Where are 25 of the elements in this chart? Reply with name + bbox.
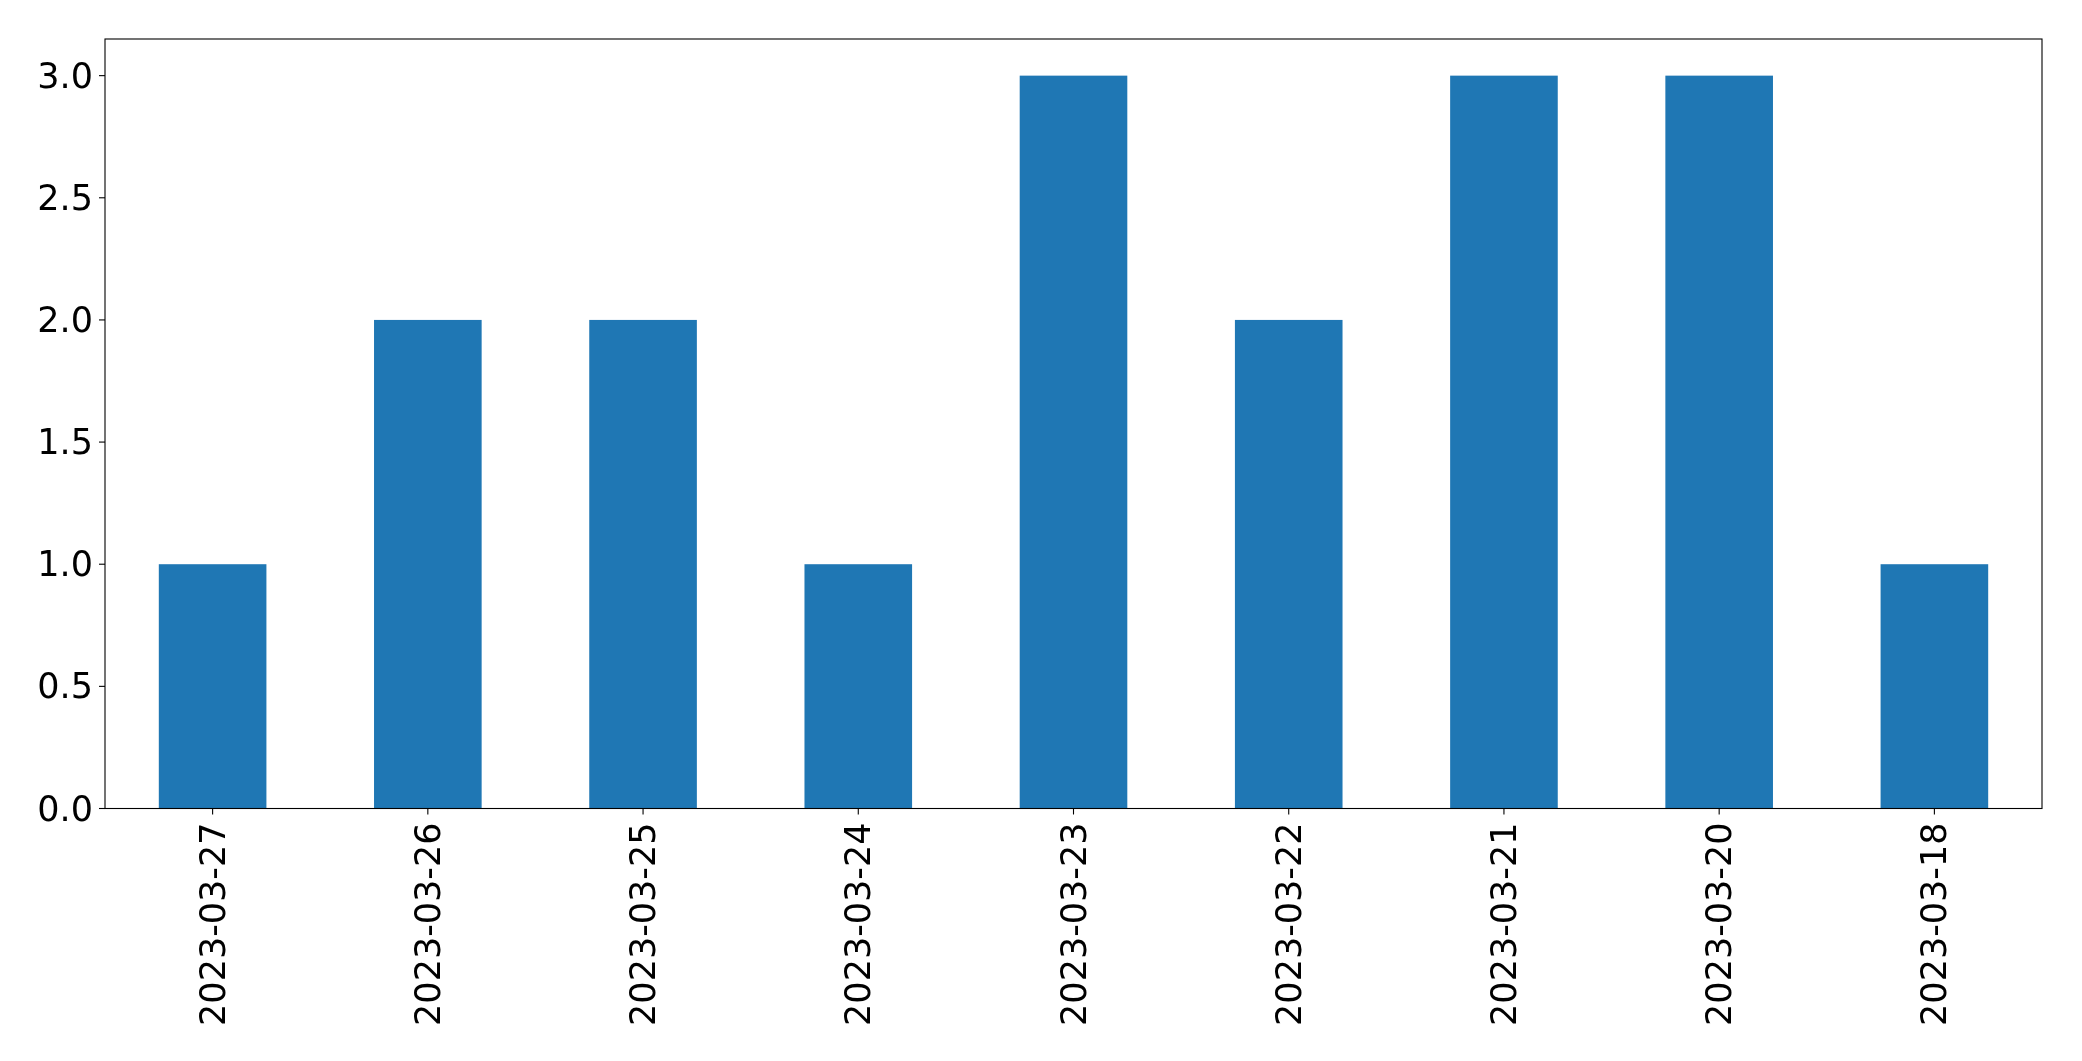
x-tick-label: 2023-03-23 [1053, 822, 1094, 1026]
x-tick-label: 2023-03-18 [1914, 822, 1955, 1026]
x-tick-label: 2023-03-21 [1483, 822, 1524, 1026]
x-tick-label: 2023-03-25 [623, 822, 664, 1026]
x-tick-label: 2023-03-27 [192, 822, 233, 1026]
y-tick-label: 2.5 [37, 177, 93, 218]
x-tick-label: 2023-03-22 [1268, 822, 1309, 1026]
bar [1019, 75, 1128, 809]
bar [1234, 319, 1343, 809]
bar [804, 564, 913, 809]
y-tick-label: 1.0 [37, 544, 93, 585]
y-tick-label: 1.5 [37, 422, 93, 463]
bar [589, 319, 697, 809]
x-tick-label: 2023-03-26 [407, 822, 448, 1026]
x-tick-label: 2023-03-24 [838, 822, 879, 1026]
bar [1665, 75, 1773, 809]
y-tick-label: 3.0 [37, 55, 93, 96]
bar [1880, 564, 1989, 809]
bar [158, 564, 267, 809]
x-tick-label: 2023-03-20 [1699, 822, 1740, 1026]
y-tick-label: 0.5 [37, 666, 93, 707]
y-tick-label: 2.0 [37, 299, 93, 340]
bar [374, 319, 482, 809]
y-tick-label: 0.0 [37, 788, 93, 829]
bar [1450, 75, 1558, 809]
